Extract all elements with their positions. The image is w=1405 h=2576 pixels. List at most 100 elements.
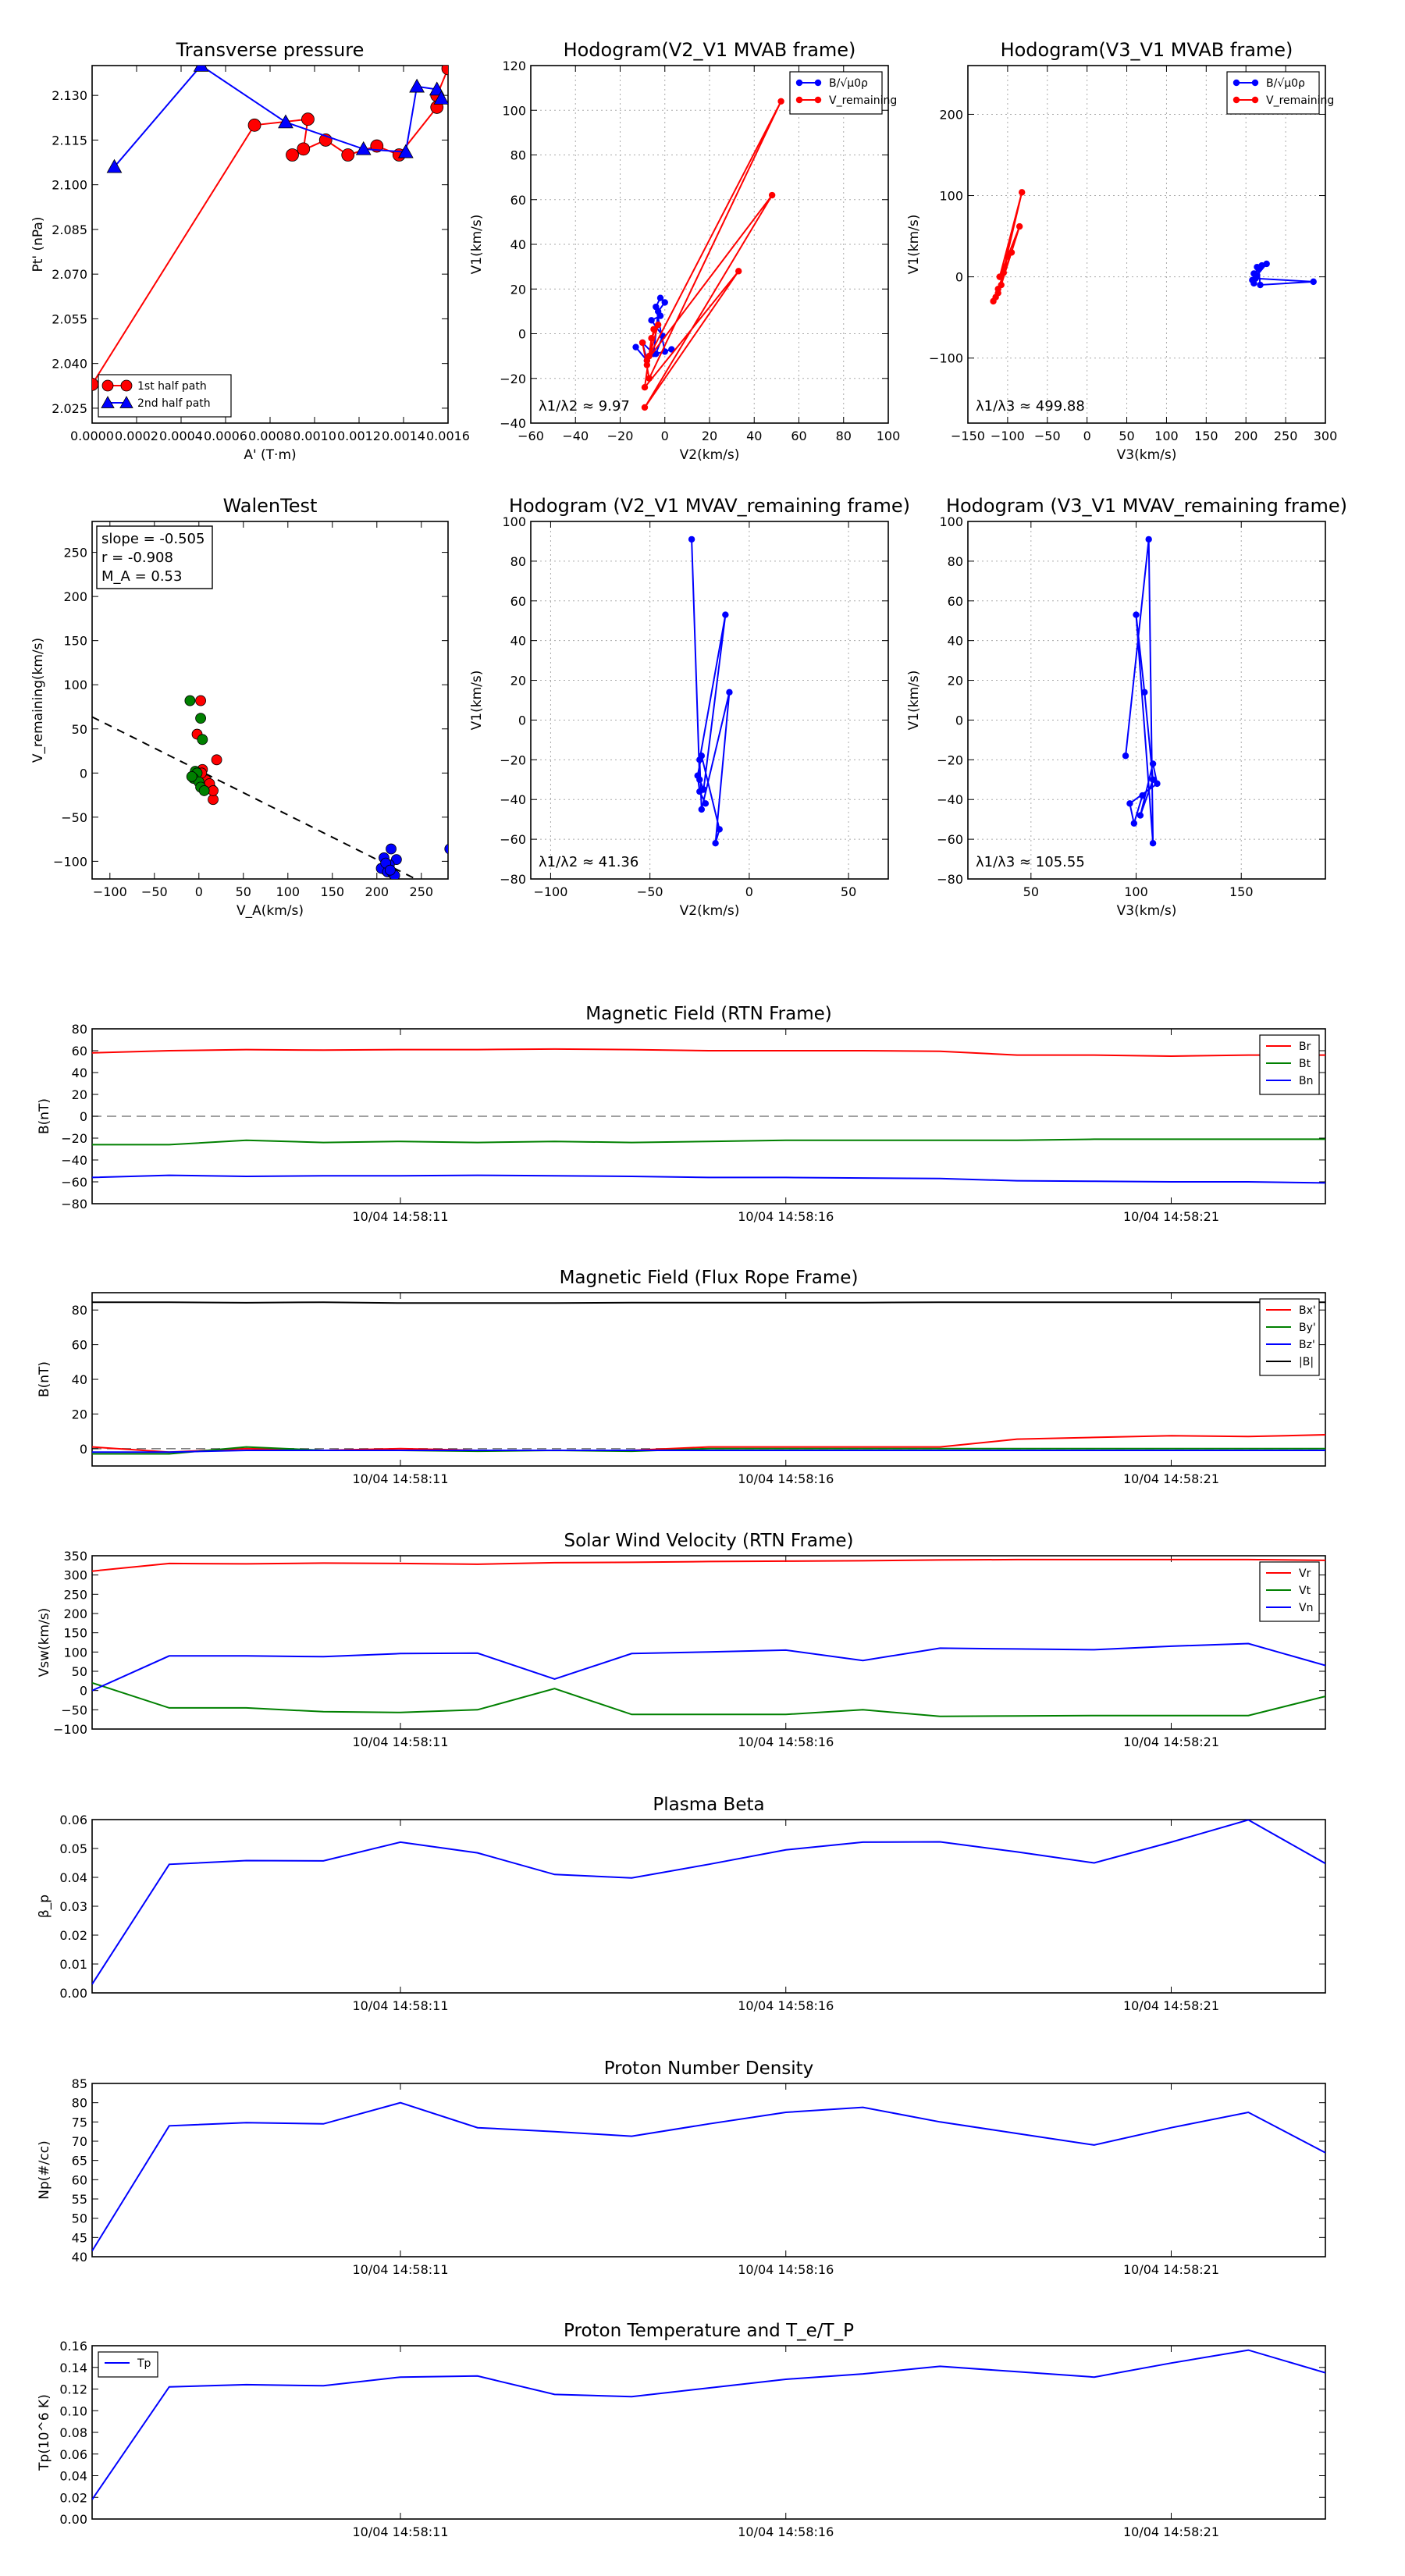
x-tick-label: 10/04 14:58:21: [1123, 1471, 1219, 1486]
data-point: [341, 148, 355, 162]
series-line: [92, 1048, 1325, 1058]
y-tick-label: −40: [500, 416, 526, 431]
x-tick-label: 10/04 14:58:21: [1123, 1998, 1219, 2013]
x-tick-label: 0: [195, 884, 203, 899]
y-tick-label: −100: [53, 854, 87, 869]
y-tick-label: 70: [72, 2134, 87, 2149]
y-tick-label: 60: [72, 1338, 87, 1353]
x-tick-label: −50: [141, 884, 168, 899]
legend-marker: [1232, 79, 1240, 87]
axes-frame: [530, 521, 889, 880]
y-tick-label: 0: [518, 713, 526, 728]
y-tick-label: 0.14: [59, 2361, 87, 2375]
chart-vsw: Solar Wind Velocity (RTN Frame) 10/04 14:…: [37, 1531, 1326, 1749]
data-point: [722, 611, 729, 618]
series-Vr: [92, 1558, 1325, 1572]
data-layer: [1122, 535, 1161, 847]
legend-marker: [814, 96, 822, 104]
x-tick-label: 200: [365, 884, 389, 899]
legend-marker: [1251, 96, 1259, 104]
y-tick-label: 60: [72, 1044, 87, 1059]
legend-label: 2nd half path: [137, 397, 211, 410]
stats-box: slope = -0.505 r = -0.908 M_A = 0.53: [96, 525, 213, 589]
y-tick-label: 100: [939, 189, 963, 204]
y-tick-label: −20: [500, 753, 526, 767]
x-tick-label: 10/04 14:58:21: [1123, 1209, 1219, 1224]
series-Br: [92, 1048, 1325, 1058]
y-tick-label: 40: [72, 2250, 87, 2265]
data-point: [441, 66, 448, 76]
series-line: [92, 1174, 1325, 1184]
legend-marker: [119, 396, 133, 408]
y-axis-label: B(nT): [37, 1361, 52, 1397]
x-tick-label: 10/04 14:58:16: [738, 2262, 834, 2277]
legend-label: By': [1299, 1322, 1316, 1334]
x-tick-label: −40: [562, 429, 589, 443]
legend: 1st half path 2nd half path: [98, 374, 232, 418]
series-line: [92, 1138, 1325, 1146]
legend: Vr Vt Vn: [1259, 1561, 1320, 1622]
y-tick-label: 80: [72, 1303, 87, 1318]
legend-marker: [101, 396, 115, 408]
data-point: [1139, 792, 1146, 799]
data-point: [735, 268, 742, 275]
data-point: [646, 375, 653, 382]
data-layer: [990, 189, 1317, 305]
y-tick-label: 0.16: [59, 2339, 87, 2354]
y-tick-label: 40: [510, 634, 526, 649]
y-tick-label: 0.04: [59, 2469, 87, 2484]
legend-label: Bt: [1299, 1058, 1311, 1070]
y-tick-label: 0.06: [59, 1813, 87, 1827]
data-point: [247, 118, 261, 132]
y-tick-label: −40: [61, 1153, 87, 1168]
x-tick-label: −100: [991, 429, 1025, 443]
y-tick-label: −80: [937, 872, 963, 887]
axes-frame: [91, 1292, 1326, 1467]
y-tick-label: 200: [63, 589, 87, 604]
chart-title: Proton Temperature and T_e/T_P: [564, 2321, 854, 2341]
chart-mag_fr: Magnetic Field (Flux Rope Frame) 10/04 14…: [37, 1268, 1326, 1486]
data-point: [1145, 535, 1152, 543]
legend-label: Bz': [1299, 1339, 1315, 1351]
data-point: [1149, 839, 1157, 847]
x-tick-label: 10/04 14:58:16: [738, 1471, 834, 1486]
y-tick-label: 120: [502, 59, 526, 73]
data-point: [1257, 281, 1264, 289]
y-axis-label: V_remaining(km/s): [30, 638, 46, 763]
data-point: [656, 294, 664, 301]
axes-frame: [91, 2345, 1326, 2520]
series-Bx': [92, 1434, 1325, 1453]
fit-line: [92, 716, 418, 879]
data-point: [661, 299, 668, 306]
y-tick-label: −40: [500, 792, 526, 807]
x-axis-label: V3(km/s): [1117, 447, 1177, 463]
y-tick-label: 2.025: [52, 401, 87, 416]
series-line: [92, 1446, 1325, 1455]
y-tick-label: 0.01: [59, 1957, 87, 1972]
chart-hodo1: Hodogram(V2_V1 MVAB frame)−60 −40 −20 0 20 40…: [469, 39, 900, 463]
axes-frame: [91, 2083, 1326, 2258]
legend-marker: [795, 96, 803, 104]
y-axis-label: V1(km/s): [469, 215, 485, 275]
x-tick-label: 0: [745, 884, 753, 899]
data-point: [1263, 260, 1270, 268]
legend-label: V_remaining: [1266, 94, 1334, 107]
y-tick-label: 0.00: [59, 2512, 87, 2527]
data-point: [712, 839, 719, 847]
y-tick-label: 40: [72, 1066, 87, 1080]
y-tick-label: 0: [80, 766, 87, 781]
y-tick-label: 0.02: [59, 1928, 87, 1943]
y-tick-label: −20: [61, 1131, 87, 1146]
data-point: [384, 864, 396, 876]
y-axis-label: V1(km/s): [469, 671, 485, 731]
y-tick-label: 20: [948, 674, 963, 688]
data-point: [1122, 753, 1129, 760]
data-layer: [92, 695, 448, 879]
data-point: [777, 98, 784, 105]
y-axis-label: Np(#/cc): [37, 2140, 52, 2199]
data-point: [211, 754, 222, 766]
data-point: [397, 144, 414, 158]
y-tick-label: 0: [518, 327, 526, 342]
y-tick-label: 60: [510, 193, 526, 208]
